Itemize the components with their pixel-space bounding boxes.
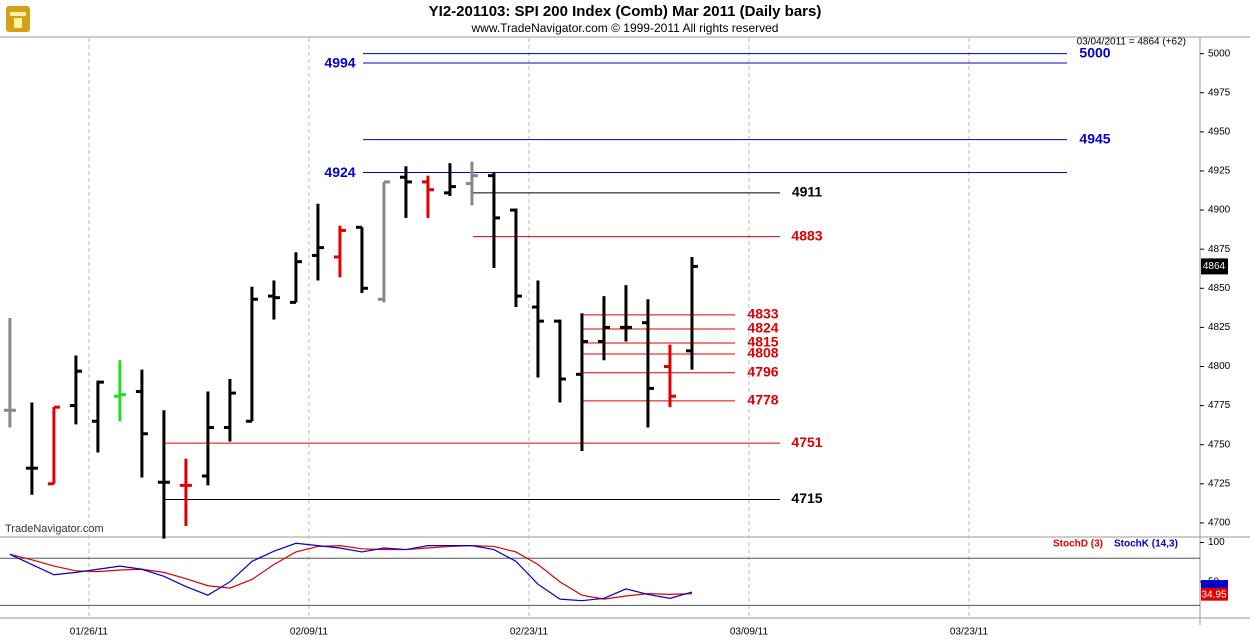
y-tick-label: 4975 (1208, 87, 1231, 98)
level-label: 4833 (747, 306, 778, 322)
y-tick-label: 5000 (1208, 48, 1231, 59)
legend-entry: StochD (3) (1053, 539, 1103, 550)
level-label: 4994 (324, 55, 355, 71)
y-tick-label: 4825 (1208, 322, 1231, 333)
last-value-box (1201, 587, 1228, 601)
y-tick-label: 4800 (1208, 361, 1231, 372)
stoch-line (9, 545, 692, 600)
last-value-label: 34.95 (1201, 589, 1226, 600)
level-label: 4778 (747, 392, 778, 408)
x-tick-label: 02/09/11 (290, 627, 329, 638)
x-tick-label: 02/23/11 (510, 627, 549, 638)
stoch-line (9, 542, 693, 602)
y-tick-label: 4750 (1208, 439, 1231, 450)
legend-entry: StochK (14,3) (1114, 539, 1178, 550)
y-tick-label: 4925 (1208, 166, 1231, 177)
level-label: 5000 (1079, 44, 1110, 60)
logo (6, 6, 30, 32)
level-label: 4824 (747, 320, 778, 336)
level-label: 4751 (791, 434, 822, 450)
y-tick-label: 4950 (1208, 126, 1231, 137)
level-label: 4945 (1079, 130, 1110, 146)
y-tick-label: 4875 (1208, 244, 1231, 255)
last-price-label: 4864 (1203, 261, 1226, 272)
level-label: 4924 (324, 164, 355, 180)
y-tick-label: 4700 (1208, 518, 1231, 529)
x-tick-label: 01/26/11 (70, 627, 109, 638)
watermark: TradeNavigator.com (5, 523, 104, 535)
y-tick-label: 4725 (1208, 478, 1231, 489)
last-price-box (1201, 258, 1228, 275)
level-label: 4883 (791, 227, 822, 243)
x-tick-label: 03/09/11 (730, 627, 769, 638)
last-info: 03/04/2011 = 4864 (+62) (1077, 37, 1186, 48)
x-tick-label: 03/23/11 (950, 627, 989, 638)
level-label: 4796 (747, 363, 778, 379)
y-tick-label: 4900 (1208, 205, 1231, 216)
chart-title: YI2-201103: SPI 200 Index (Comb) Mar 201… (429, 3, 822, 20)
last-value-box (1201, 580, 1228, 589)
level-label: 4815 (747, 334, 778, 350)
y-tick-label: 4850 (1208, 283, 1231, 294)
subtitle: www.TradeNavigator.com © 1999-2011 All r… (471, 21, 779, 35)
level-label: 4911 (792, 184, 823, 200)
level-label: 4808 (747, 345, 778, 361)
level-label: 4715 (791, 490, 822, 506)
y-tick-label: 4775 (1208, 400, 1231, 411)
y-tick-label: 100 (1208, 537, 1225, 548)
